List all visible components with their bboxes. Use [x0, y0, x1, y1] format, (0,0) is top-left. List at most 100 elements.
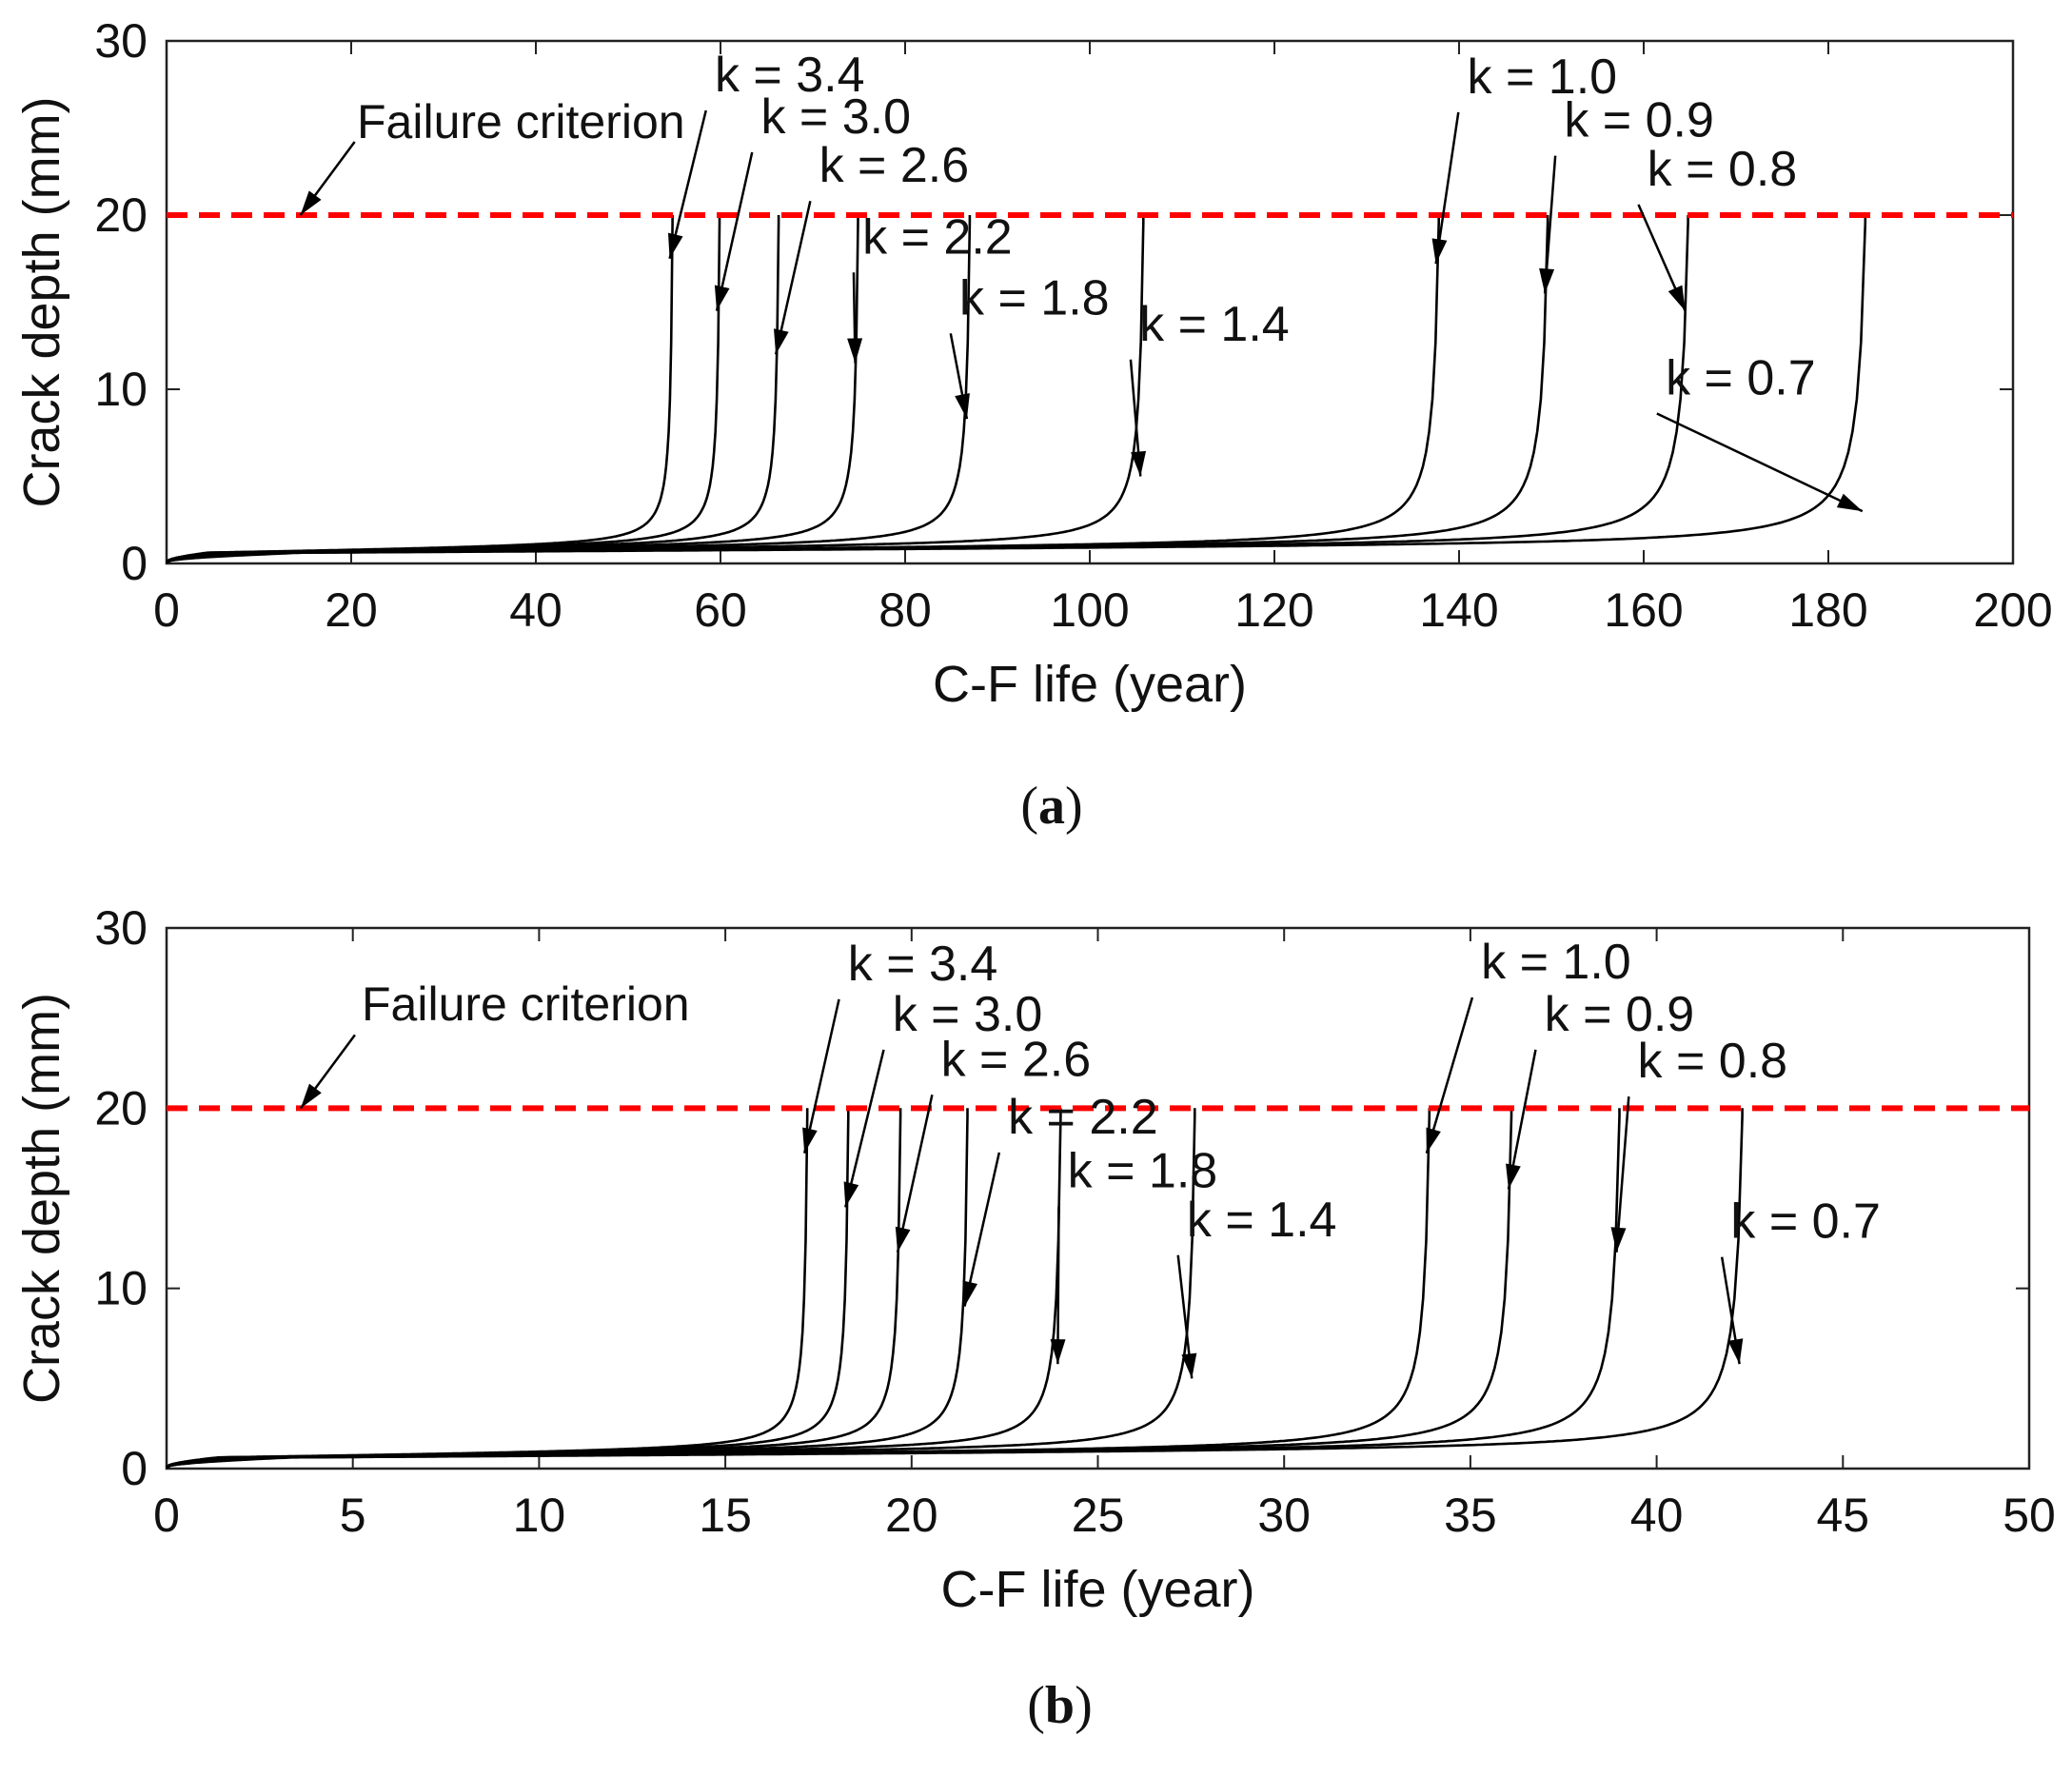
series-label-k-09: k = 0.9 [1564, 93, 1714, 148]
series-line-26 [165, 215, 780, 563]
series-arrowhead-k-22 [962, 1280, 978, 1307]
x-tick-label: 80 [878, 583, 932, 637]
failure-criterion-label: Failure criterion [362, 977, 690, 1031]
series-arrow-line-k-10 [1434, 111, 1460, 265]
series-line-30 [165, 215, 721, 563]
series-line-08 [166, 1108, 1621, 1470]
series-arrowhead-k-26 [774, 328, 789, 355]
panel-label: (a) [1020, 777, 1082, 836]
failure-criterion-arrowhead [300, 190, 322, 215]
series-arrowhead-k-09 [1506, 1163, 1521, 1190]
series-arrowhead-k-08 [1610, 1227, 1627, 1253]
series-arrowhead-k-18 [955, 393, 970, 420]
series-line-34 [165, 1108, 809, 1469]
series-label-k-10: k = 1.0 [1481, 935, 1631, 990]
series-arrowhead-k-34 [802, 1127, 818, 1154]
series-label-k-22: k = 2.2 [862, 209, 1013, 265]
failure-criterion-arrowhead [300, 1083, 322, 1109]
y-tick-label: 0 [121, 537, 148, 590]
series-arrow-line-k-08 [1615, 1096, 1630, 1253]
series-label-k-26: k = 2.6 [941, 1032, 1092, 1087]
series-arrow-line-k-18 [1056, 1206, 1060, 1365]
x-tick-label: 20 [325, 583, 378, 637]
series-line-14 [166, 1108, 1196, 1470]
x-tick-label: 40 [1630, 1489, 1684, 1542]
panel-label: (b) [1027, 1676, 1092, 1735]
x-tick-label: 45 [1816, 1489, 1869, 1542]
y-axis-label: Crack depth (mm) [13, 993, 70, 1404]
series-arrowhead-k-22 [847, 338, 863, 364]
series-label-k-18: k = 1.8 [1068, 1144, 1218, 1199]
y-tick-label: 20 [94, 188, 148, 242]
series-line-09 [166, 1108, 1513, 1470]
series-line-30 [165, 1108, 850, 1469]
series-arrow-line-k-07 [1656, 412, 1864, 513]
series-arrow-line-k-34 [802, 998, 840, 1154]
series-arrowhead-k-08 [1667, 285, 1686, 311]
x-tick-label: 5 [340, 1489, 366, 1542]
series-arrowhead-k-09 [1539, 267, 1555, 294]
series-label-k-14: k = 1.4 [1187, 1193, 1337, 1248]
series-arrow-line-k-22 [963, 1152, 1001, 1307]
series-label-k-09: k = 0.9 [1545, 987, 1695, 1042]
y-tick-label: 10 [94, 1262, 148, 1315]
series-label-k-07: k = 0.7 [1666, 350, 1816, 405]
series-arrow-line-k-10 [1425, 997, 1474, 1154]
series-line-10 [166, 215, 1440, 564]
x-tick-label: 35 [1444, 1489, 1497, 1542]
series-arrowhead-k-10 [1431, 238, 1448, 265]
x-tick-label: 120 [1234, 583, 1313, 637]
series-arrowhead-k-14 [1131, 450, 1147, 477]
y-tick-label: 10 [94, 363, 148, 416]
series-label-k-14: k = 1.4 [1139, 297, 1290, 352]
x-tick-label: 50 [2003, 1489, 2056, 1542]
series-label-k-30: k = 3.0 [893, 987, 1043, 1042]
y-axis-label: Crack depth (mm) [13, 96, 70, 507]
series-arrow-line-k-26 [896, 1094, 934, 1253]
series-arrow-line-k-26 [774, 200, 812, 355]
failure-criterion-label: Failure criterion [357, 95, 685, 148]
x-tick-label: 40 [509, 583, 562, 637]
series-line-26 [166, 1108, 902, 1469]
series-arrow-line-k-30 [715, 151, 754, 311]
y-tick-label: 30 [94, 14, 148, 68]
series-label-k-26: k = 2.6 [819, 138, 970, 193]
series-line-10 [166, 1108, 1431, 1470]
x-tick-label: 100 [1050, 583, 1129, 637]
series-line-18 [166, 1108, 1062, 1470]
series-arrowhead-k-30 [714, 285, 730, 311]
series-arrow-line-k-30 [844, 1049, 885, 1208]
x-tick-label: 180 [1788, 583, 1867, 637]
series-line-18 [166, 215, 972, 564]
series-label-k-22: k = 2.2 [1008, 1090, 1158, 1145]
series-label-k-34: k = 3.4 [848, 937, 998, 992]
series-label-k-08: k = 0.8 [1648, 142, 1798, 197]
series-arrowhead-k-07 [1727, 1338, 1744, 1365]
series-arrowhead-k-10 [1426, 1127, 1441, 1154]
x-tick-label: 10 [513, 1489, 566, 1542]
x-tick-label: 160 [1604, 583, 1683, 637]
y-tick-label: 30 [94, 901, 148, 955]
series-label-k-10: k = 1.0 [1468, 49, 1618, 105]
series-line-08 [166, 215, 1689, 564]
x-tick-label: 30 [1257, 1489, 1311, 1542]
x-tick-label: 60 [694, 583, 747, 637]
x-tick-label: 0 [153, 1489, 180, 1542]
x-axis-label: C-F life (year) [940, 1561, 1254, 1618]
series-arrowhead-k-18 [1050, 1339, 1066, 1365]
series-label-k-34: k = 3.4 [715, 48, 865, 103]
chart-panel-a: 0 20 40 60 80 100 120 140 160 180 200 0 10 20 30 C-F li… [13, 14, 2053, 836]
series-arrowhead-k-07 [1836, 493, 1863, 512]
series-arrowhead-k-26 [895, 1226, 911, 1253]
series-label-k-07: k = 0.7 [1730, 1194, 1881, 1250]
series-line-07 [166, 1108, 1744, 1470]
series-arrowhead-k-34 [667, 232, 683, 259]
x-tick-label: 0 [153, 583, 180, 637]
series-arrowhead-k-14 [1181, 1352, 1197, 1379]
series-arrowhead-k-30 [843, 1181, 859, 1208]
x-tick-label: 20 [885, 1489, 938, 1542]
series-label-k-18: k = 1.8 [959, 270, 1110, 326]
y-tick-label: 0 [121, 1442, 148, 1495]
